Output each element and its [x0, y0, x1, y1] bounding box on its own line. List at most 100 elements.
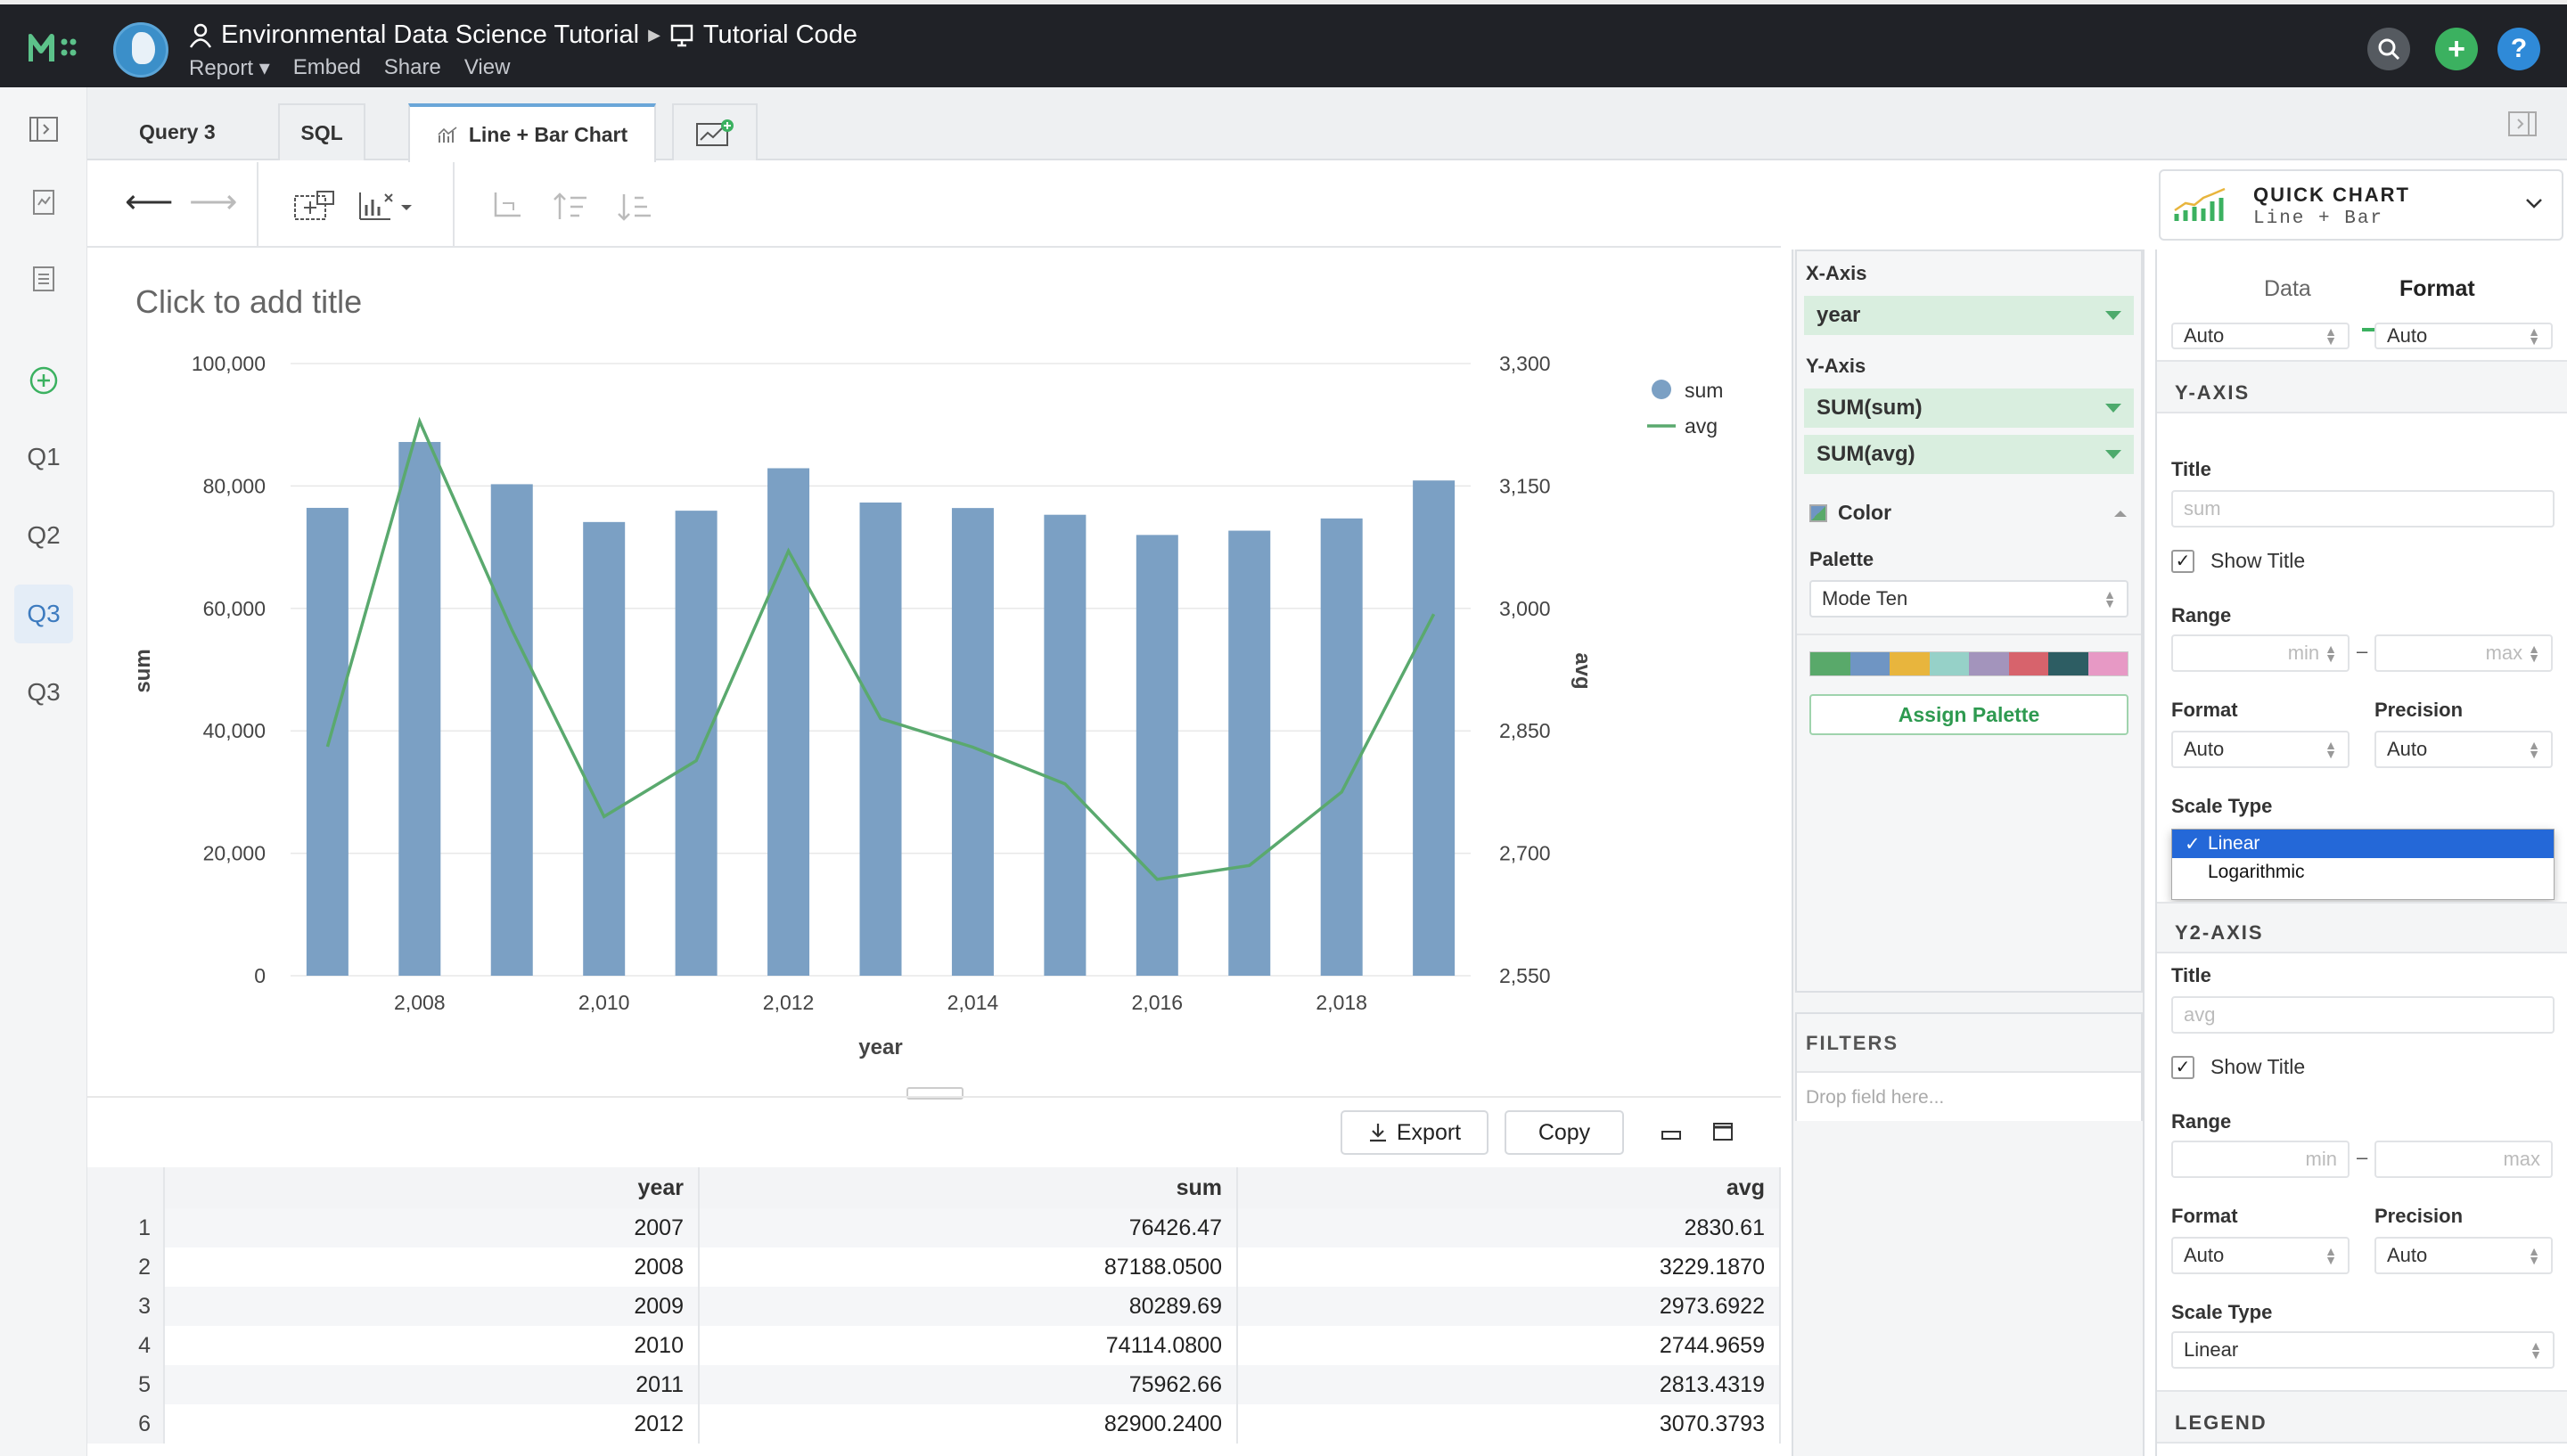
filters-label: FILTERS — [1806, 1032, 1899, 1054]
y2-format-select[interactable]: Auto ▲ ▼ — [2171, 1237, 2350, 1274]
y-max-placeholder: max — [2485, 642, 2523, 664]
column-header-sum[interactable]: sum — [699, 1167, 1238, 1208]
rail-query-q2[interactable]: Q2 — [27, 521, 61, 549]
line-bar-chart-icon — [2174, 187, 2226, 221]
y2-title-input[interactable]: avg — [2171, 996, 2555, 1034]
tab-sql[interactable]: SQL — [278, 103, 365, 160]
y2-axis-section-header[interactable]: Y2-AXIS — [2157, 902, 2567, 953]
menu-embed[interactable]: Embed — [292, 55, 361, 79]
rail-query-q3[interactable]: Q3 — [27, 678, 61, 706]
create-button[interactable]: + — [2435, 28, 2478, 70]
panel-expand-icon — [29, 117, 58, 142]
check-icon: ✓ — [2185, 833, 2201, 855]
chart-toolbar: ⟵ ⟶ — [87, 162, 1781, 248]
palette-swatch — [1969, 652, 2009, 675]
rail-query-q1[interactable]: Q1 — [27, 443, 61, 470]
y-range-max-input[interactable]: max ▲ ▼ — [2374, 634, 2553, 672]
y2-show-title-checkbox[interactable]: ✓ Show Title — [2171, 1055, 2305, 1079]
y2-tick-label: 3,150 — [1499, 474, 1551, 497]
cell-year: 2007 — [164, 1208, 700, 1247]
y2-range-max-input[interactable]: max — [2374, 1141, 2553, 1178]
color-row[interactable]: Color — [1797, 485, 2141, 525]
sort-descending-icon[interactable] — [615, 189, 654, 225]
add-pivot-icon[interactable] — [292, 189, 337, 223]
bar-2019 — [1413, 480, 1456, 976]
y-format-select[interactable]: Auto ▲ ▼ — [2171, 731, 2350, 768]
copy-label: Copy — [1538, 1119, 1591, 1145]
y-axis-section-header[interactable]: Y-AXIS — [2157, 360, 2567, 413]
quick-chart-selector[interactable]: QUICK CHART Line + Bar — [2159, 169, 2563, 241]
bar-2018 — [1320, 518, 1363, 976]
y2-tick-label: 2,550 — [1499, 964, 1551, 987]
y2-scale-type-select[interactable]: Linear ▲ ▼ — [2171, 1331, 2555, 1369]
y-min-placeholder: min — [2287, 642, 2320, 664]
cell-year: 2011 — [164, 1365, 700, 1404]
top-precision-select[interactable]: Auto ▲ ▼ — [2374, 323, 2553, 349]
top-format-select[interactable]: Auto ▲ ▼ — [2171, 323, 2350, 349]
assign-palette-button[interactable]: Assign Palette — [1809, 694, 2128, 735]
quick-chart-sub: Line + Bar — [2253, 209, 2384, 229]
tab-line-bar-chart[interactable]: Line + Bar Chart — [408, 103, 656, 162]
y-precision-value: Auto — [2387, 738, 2428, 760]
add-chart-button[interactable] — [672, 103, 758, 160]
scale-option-linear[interactable]: ✓ Linear — [2172, 830, 2554, 858]
cell-sum: 80289.69 — [699, 1287, 1238, 1326]
menu-report[interactable]: Report ▾ — [189, 56, 270, 80]
palette-swatch — [1810, 652, 1850, 675]
menu-share[interactable]: Share — [383, 55, 441, 79]
y-scale-type-dropdown[interactable]: ✓ Linear Logarithmic — [2171, 829, 2555, 900]
column-header-year[interactable]: year — [164, 1167, 700, 1208]
filters-placeholder: Drop field here... — [1806, 1087, 1945, 1108]
y-axis-field-pill[interactable]: SUM(avg) — [1804, 435, 2134, 474]
column-header-avg[interactable]: avg — [1237, 1167, 1781, 1208]
y-axis-field-pill[interactable]: SUM(sum) — [1804, 389, 2134, 428]
chart-resize-handle[interactable] — [906, 1087, 964, 1100]
add-query-button[interactable] — [14, 351, 73, 410]
report-subtitle[interactable]: Tutorial Code — [702, 20, 857, 49]
y-show-title-checkbox[interactable]: ✓ Show Title — [2171, 549, 2305, 573]
rail-query-q3-active[interactable]: Q3 — [14, 585, 73, 643]
swap-axes-icon[interactable] — [488, 189, 528, 225]
tab-format[interactable]: Format — [2399, 276, 2475, 301]
menu-view[interactable]: View — [463, 55, 511, 79]
legend-section-header[interactable]: LEGEND — [2157, 1390, 2567, 1444]
help-button[interactable]: ? — [2497, 28, 2540, 70]
bar-2008 — [398, 442, 441, 977]
redo-arrow-icon[interactable]: ⟶ — [189, 184, 238, 221]
y-title-input[interactable]: sum — [2171, 490, 2555, 528]
tab-query-3[interactable]: Query 3 — [105, 103, 262, 160]
notebook-button[interactable] — [14, 249, 73, 308]
scale-option-logarithmic[interactable]: Logarithmic — [2172, 858, 2554, 887]
assign-palette-label: Assign Palette — [1898, 702, 2040, 726]
palette-select[interactable]: Mode Ten ▲ ▼ — [1809, 580, 2128, 618]
y2-range-min-input[interactable]: min — [2171, 1141, 2350, 1178]
y-precision-select[interactable]: Auto ▲ ▼ — [2374, 731, 2553, 768]
copy-button[interactable]: Copy — [1505, 1110, 1624, 1155]
y2-axis-title: avg — [1571, 652, 1595, 689]
maximize-table-icon[interactable] — [1711, 1121, 1735, 1142]
cell-year: 2009 — [164, 1287, 700, 1326]
y-format-label: Format — [2171, 699, 2238, 721]
chart-type-menu-icon[interactable] — [357, 189, 419, 223]
undo-arrow-icon[interactable]: ⟵ — [125, 184, 174, 221]
y-range-min-input[interactable]: min ▲ ▼ — [2171, 634, 2350, 672]
add-chart-icon — [696, 119, 734, 146]
mode-logo-icon[interactable] — [29, 31, 77, 65]
report-builder-button[interactable] — [14, 173, 73, 232]
palette-swatch — [1929, 652, 1969, 675]
sort-ascending-icon[interactable] — [551, 189, 590, 225]
workspace-avatar[interactable] — [113, 22, 168, 78]
minimize-table-icon[interactable] — [1660, 1123, 1683, 1144]
collapse-right-panel-button[interactable] — [2507, 110, 2538, 142]
export-button[interactable]: Export — [1341, 1110, 1489, 1155]
y2-precision-select[interactable]: Auto ▲ ▼ — [2374, 1237, 2553, 1274]
chart-title-placeholder[interactable]: Click to add title — [135, 283, 363, 320]
tab-data[interactable]: Data — [2264, 276, 2311, 301]
x-tick-label: 2,016 — [1132, 991, 1184, 1014]
search-button[interactable] — [2367, 28, 2410, 70]
x-axis-field-pill[interactable]: year — [1804, 296, 2134, 335]
updown-icon: ▲ ▼ — [2528, 324, 2540, 348]
filters-dropzone[interactable]: Drop field here... — [1797, 1071, 2141, 1121]
collapse-rail-button[interactable] — [14, 100, 73, 159]
report-title[interactable]: Environmental Data Science Tutorial — [221, 20, 640, 49]
